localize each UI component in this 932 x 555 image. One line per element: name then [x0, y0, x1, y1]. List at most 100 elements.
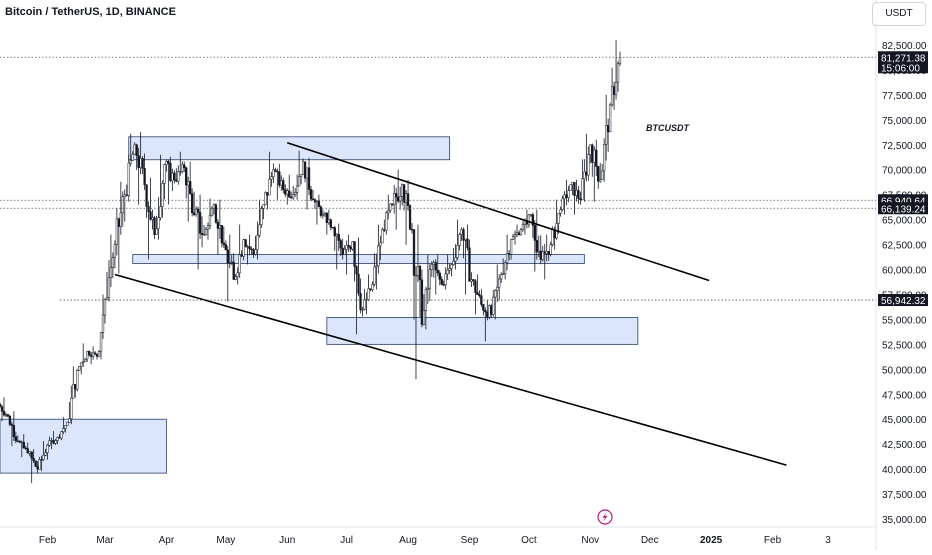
- candle: [587, 146, 590, 181]
- candle: [220, 225, 224, 248]
- candle-body: [349, 246, 352, 250]
- candle-body: [416, 265, 420, 276]
- candle: [91, 346, 95, 360]
- candle-body: [242, 239, 245, 257]
- candle-body: [8, 415, 12, 425]
- candle-body: [418, 265, 422, 281]
- candle-body: [494, 290, 497, 298]
- candle: [125, 184, 128, 197]
- candle: [111, 252, 115, 279]
- candle-body: [519, 229, 523, 236]
- candle: [149, 177, 152, 221]
- candle: [62, 417, 65, 434]
- candle-body: [383, 229, 386, 231]
- candle-body: [347, 245, 350, 248]
- candle-body: [315, 200, 319, 203]
- x-tick-label: 2025: [700, 535, 723, 546]
- candle-body: [133, 144, 136, 155]
- candle-body: [167, 161, 170, 164]
- candle: [66, 421, 69, 426]
- symbol-title: Bitcoin / TetherUS, 1D, BINANCE: [5, 6, 176, 18]
- candle-body: [563, 194, 566, 200]
- candle: [472, 279, 475, 286]
- candle: [484, 307, 487, 342]
- candle: [618, 51, 622, 66]
- candle-body: [343, 249, 346, 255]
- candle-body: [44, 452, 47, 456]
- candle-body: [369, 288, 372, 290]
- candle: [583, 159, 586, 202]
- candle: [383, 219, 386, 233]
- candle: [84, 357, 87, 363]
- candle-body: [276, 170, 279, 173]
- candle-body: [610, 86, 614, 106]
- y-tick-label: 45,000.00: [882, 415, 927, 426]
- candle: [155, 215, 158, 235]
- candle: [173, 170, 176, 184]
- candle: [608, 102, 612, 133]
- currency-button[interactable]: USDT: [872, 2, 926, 26]
- candle-body: [26, 448, 29, 454]
- candle-body: [218, 225, 222, 229]
- candle: [478, 290, 481, 298]
- candle: [200, 216, 204, 248]
- candle: [87, 350, 91, 357]
- candle-body: [436, 269, 439, 274]
- candle-body: [238, 254, 241, 274]
- candle-body: [32, 458, 35, 462]
- candle-body: [20, 441, 23, 444]
- candle-body: [0, 406, 4, 412]
- candle-body: [444, 273, 447, 286]
- candle-body: [97, 351, 101, 357]
- candle-body: [367, 288, 370, 300]
- candle: [175, 168, 178, 183]
- candle: [26, 442, 29, 454]
- candle: [48, 436, 51, 447]
- candle: [103, 298, 107, 324]
- candle: [290, 191, 293, 199]
- candle: [256, 221, 259, 260]
- candle-body: [278, 171, 281, 186]
- candle-body: [400, 184, 404, 197]
- y-tick-label: 65,000.00: [882, 216, 927, 227]
- candle-body: [363, 299, 366, 310]
- candles-group: [0, 40, 622, 484]
- candle: [494, 289, 497, 320]
- candle-body: [270, 176, 273, 180]
- candle-body: [214, 204, 218, 223]
- candle: [268, 151, 271, 196]
- candle-body: [78, 366, 81, 371]
- candle: [147, 201, 150, 260]
- candle: [12, 411, 16, 441]
- candle-body: [113, 244, 117, 258]
- candle: [236, 267, 239, 285]
- candle: [416, 224, 420, 283]
- candle-body: [452, 260, 455, 265]
- candle-body: [618, 57, 622, 64]
- candle-body: [539, 250, 542, 260]
- candle: [135, 143, 138, 171]
- candle: [278, 163, 281, 188]
- candle: [525, 209, 529, 229]
- candle-body: [139, 158, 142, 168]
- candle-body: [603, 144, 606, 172]
- candle: [537, 235, 540, 258]
- candle-body: [220, 225, 224, 244]
- candle-body: [601, 170, 604, 180]
- candle-body: [274, 169, 277, 172]
- candle-body: [129, 160, 132, 164]
- candle: [299, 174, 303, 185]
- candle-body: [256, 235, 259, 250]
- candle-body: [95, 353, 99, 357]
- candle-body: [119, 212, 122, 227]
- candle: [565, 179, 568, 206]
- candle: [157, 197, 160, 240]
- candle-body: [482, 304, 485, 311]
- candle-body: [301, 161, 305, 175]
- candle: [309, 185, 313, 202]
- candle-body: [12, 425, 16, 437]
- candle-body: [185, 167, 188, 186]
- candle-body: [0, 403, 2, 407]
